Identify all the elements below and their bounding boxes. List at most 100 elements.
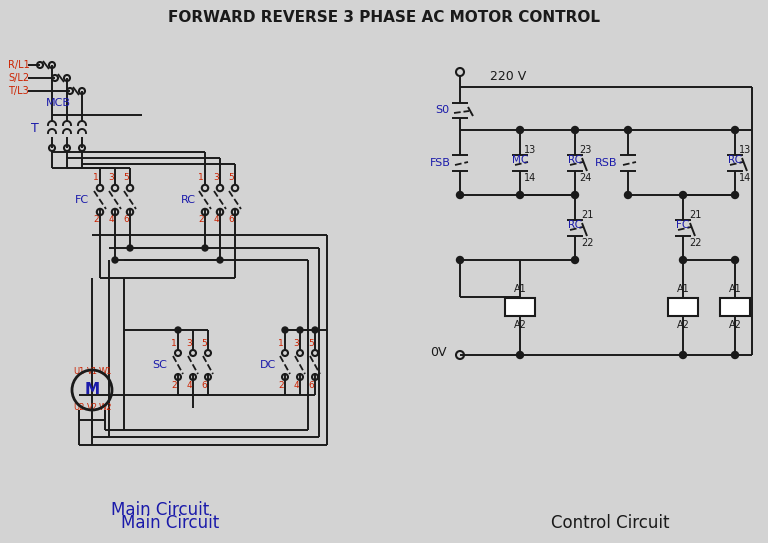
- Text: M: M: [84, 382, 100, 397]
- Bar: [720, 298, 750, 316]
- Text: 6: 6: [228, 216, 234, 224]
- Circle shape: [217, 257, 223, 263]
- Circle shape: [175, 327, 181, 333]
- Text: 1: 1: [198, 174, 204, 182]
- Text: A2: A2: [729, 320, 741, 330]
- Text: SC: SC: [153, 360, 167, 370]
- Text: 6: 6: [308, 381, 314, 389]
- Text: MCB: MCB: [45, 98, 71, 108]
- Text: RSB: RSB: [594, 158, 617, 168]
- Text: 5: 5: [308, 338, 314, 348]
- Text: FSB: FSB: [429, 158, 451, 168]
- Circle shape: [517, 192, 524, 199]
- Text: DC: DC: [260, 360, 276, 370]
- Text: S/L2: S/L2: [8, 73, 29, 83]
- Text: 0V: 0V: [430, 345, 446, 358]
- Text: A2: A2: [677, 320, 690, 330]
- Circle shape: [202, 245, 208, 251]
- Text: 2: 2: [93, 216, 99, 224]
- Text: V2: V2: [87, 402, 98, 412]
- Text: U1: U1: [73, 368, 84, 376]
- Text: 2: 2: [198, 216, 204, 224]
- Circle shape: [127, 245, 133, 251]
- Circle shape: [517, 127, 524, 134]
- Text: FC: FC: [677, 220, 690, 230]
- Text: RC: RC: [727, 302, 743, 312]
- Bar: [668, 298, 698, 316]
- Text: 6: 6: [201, 381, 207, 389]
- Circle shape: [517, 351, 524, 358]
- Circle shape: [731, 127, 739, 134]
- Text: 14: 14: [524, 173, 536, 183]
- Text: 5: 5: [123, 174, 129, 182]
- Text: 21: 21: [581, 210, 593, 220]
- Text: U2: U2: [73, 402, 84, 412]
- Text: Main Circuit: Main Circuit: [111, 501, 209, 519]
- Text: RC: RC: [568, 155, 582, 165]
- Circle shape: [456, 256, 464, 263]
- Circle shape: [112, 257, 118, 263]
- Text: 3: 3: [186, 338, 192, 348]
- Text: RC: RC: [728, 155, 742, 165]
- Circle shape: [624, 192, 631, 199]
- Text: 3: 3: [108, 174, 114, 182]
- Text: Control Circuit: Control Circuit: [551, 514, 669, 532]
- Bar: [505, 298, 535, 316]
- Text: 2: 2: [278, 381, 284, 389]
- Text: 14: 14: [739, 173, 751, 183]
- Circle shape: [571, 127, 578, 134]
- Text: S0: S0: [435, 105, 449, 115]
- Circle shape: [456, 192, 464, 199]
- Text: FC: FC: [675, 302, 690, 312]
- Text: FORWARD REVERSE 3 PHASE AC MOTOR CONTROL: FORWARD REVERSE 3 PHASE AC MOTOR CONTROL: [168, 10, 600, 26]
- Text: 21: 21: [689, 210, 701, 220]
- Text: V1: V1: [87, 368, 98, 376]
- Circle shape: [282, 327, 288, 333]
- Circle shape: [571, 192, 578, 199]
- Text: T/L3: T/L3: [8, 86, 28, 96]
- Text: RC: RC: [180, 195, 196, 205]
- Text: 4: 4: [186, 381, 192, 389]
- Circle shape: [680, 256, 687, 263]
- Text: 4: 4: [293, 381, 299, 389]
- Text: MC: MC: [512, 155, 528, 165]
- Text: 24: 24: [579, 173, 591, 183]
- Text: 3: 3: [214, 174, 219, 182]
- Text: 13: 13: [524, 145, 536, 155]
- Circle shape: [731, 192, 739, 199]
- Text: A1: A1: [677, 284, 690, 294]
- Text: 1: 1: [171, 338, 177, 348]
- Text: 6: 6: [123, 216, 129, 224]
- Text: 2: 2: [171, 381, 177, 389]
- Text: A1: A1: [729, 284, 741, 294]
- Text: MC: MC: [511, 302, 530, 312]
- Text: 220 V: 220 V: [490, 71, 526, 84]
- Text: FC: FC: [75, 195, 89, 205]
- Circle shape: [731, 256, 739, 263]
- Text: 23: 23: [579, 145, 591, 155]
- Text: A1: A1: [514, 284, 526, 294]
- Text: R/L1: R/L1: [8, 60, 30, 70]
- Text: 13: 13: [739, 145, 751, 155]
- Circle shape: [731, 351, 739, 358]
- Text: RC: RC: [568, 220, 582, 230]
- Text: 22: 22: [581, 238, 593, 248]
- Text: 4: 4: [214, 216, 219, 224]
- Text: 3: 3: [293, 338, 299, 348]
- Text: T: T: [31, 122, 39, 135]
- Circle shape: [680, 351, 687, 358]
- Circle shape: [571, 256, 578, 263]
- Text: 5: 5: [228, 174, 234, 182]
- Circle shape: [297, 327, 303, 333]
- Text: 22: 22: [689, 238, 701, 248]
- Text: W2: W2: [98, 402, 112, 412]
- Text: 1: 1: [93, 174, 99, 182]
- Circle shape: [624, 127, 631, 134]
- Text: Main Circuit: Main Circuit: [121, 514, 219, 532]
- Text: 5: 5: [201, 338, 207, 348]
- Text: W1: W1: [98, 368, 112, 376]
- Text: 4: 4: [108, 216, 114, 224]
- Text: A2: A2: [514, 320, 526, 330]
- Circle shape: [312, 327, 318, 333]
- Circle shape: [680, 192, 687, 199]
